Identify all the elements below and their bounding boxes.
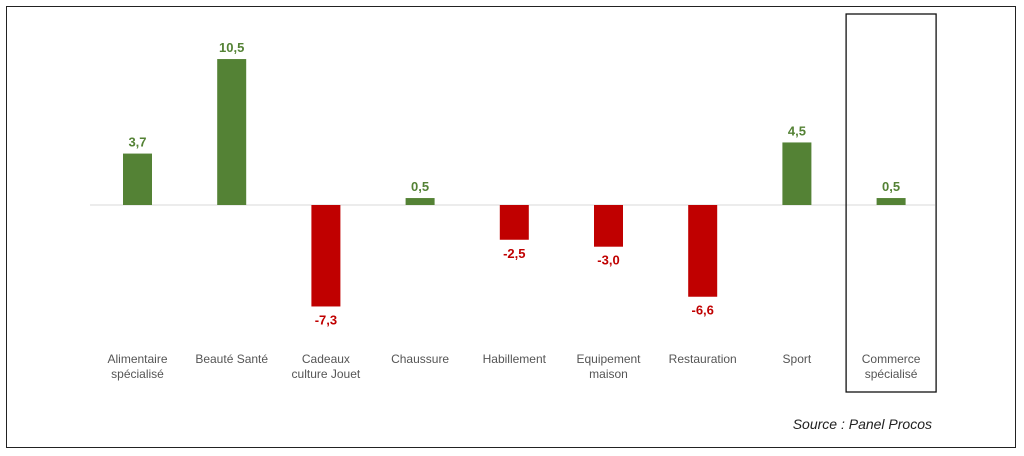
bar-7 [782,142,812,205]
value-label-8: 0,5 [882,179,900,194]
value-label-6: -6,6 [691,303,713,318]
bar-5 [594,205,623,247]
category-label-0-line-1: spécialisé [111,367,164,381]
highlight-box [845,13,937,393]
category-label-8-line-1: spécialisé [865,367,918,381]
category-label-6: Restauration [669,352,737,366]
category-label-5-line-1: maison [589,367,628,381]
bar-0 [123,153,152,205]
value-label-1: 10,5 [219,40,244,55]
bar-2 [311,205,341,307]
bar-8 [876,198,906,205]
category-label-8-line-0: Commerce [862,352,921,366]
value-label-5: -3,0 [597,253,619,268]
chart-frame [6,6,1016,448]
bar-4 [499,205,529,240]
category-label-4: Habillement [483,352,547,366]
bar-3 [405,198,435,205]
category-label-2-line-0: Cadeaux [302,352,350,366]
category-label-3: Chaussure [391,352,449,366]
bars [123,59,906,307]
value-label-3: 0,5 [411,179,429,194]
category-label-7: Sport [783,352,812,366]
bar-6 [688,205,718,297]
category-label-1: Beauté Santé [195,352,268,366]
bar-1 [217,59,247,205]
value-labels: 3,7 10,5 -7,3 0,5 -2,5 -3,0 -6,6 4,5 0,5 [128,40,900,327]
category-label-5-line-0: Equipement [576,352,641,366]
category-label-0-line-0: Alimentaire [107,352,167,366]
source-note: Source : Panel Procos [792,416,932,432]
value-label-0: 3,7 [128,135,146,150]
value-label-4: -2,5 [503,246,525,261]
value-label-7: 4,5 [788,123,806,138]
value-label-2: -7,3 [315,312,337,327]
category-label-2-line-1: culture Jouet [292,367,361,381]
